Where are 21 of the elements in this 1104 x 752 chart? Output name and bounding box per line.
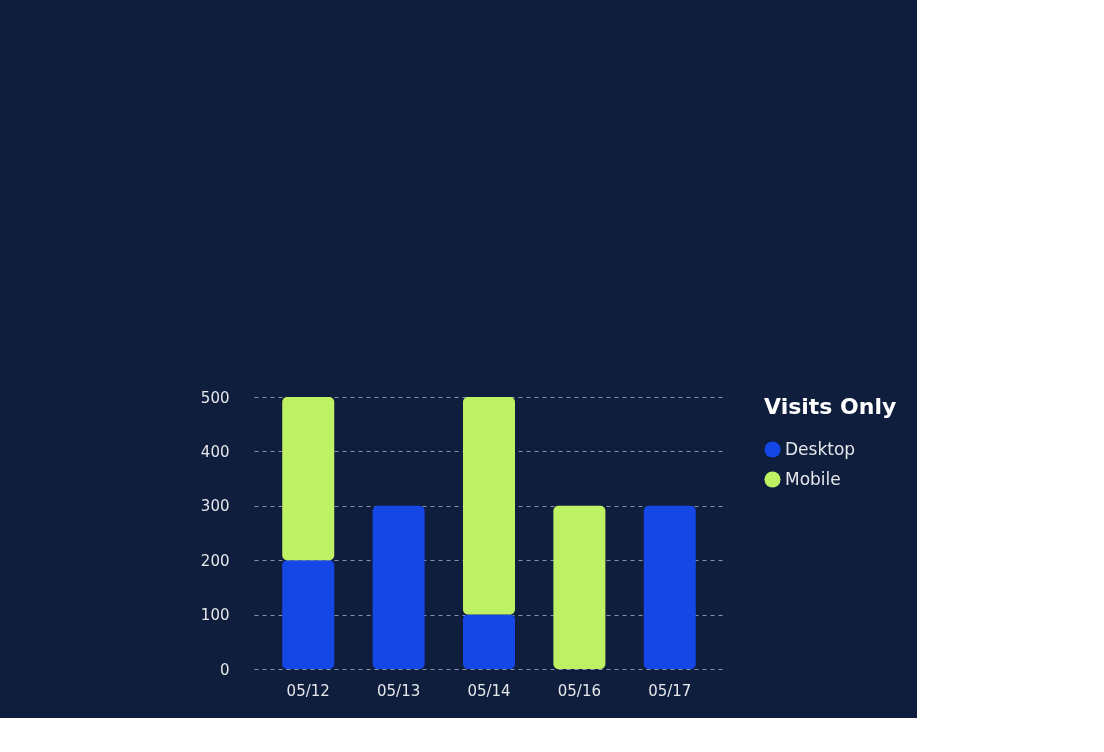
x-tick-label: 05/13: [377, 681, 421, 700]
bar: [643, 505, 696, 669]
y-tick-label: 200: [200, 551, 230, 570]
bar: [553, 505, 606, 669]
x-tick-label: 05/17: [648, 681, 692, 700]
bar: [372, 505, 425, 669]
x-tick-label: 05/14: [467, 681, 511, 700]
bar: [463, 397, 515, 615]
legend-title: Visits Only: [764, 394, 897, 419]
legend-label: Mobile: [785, 468, 841, 489]
y-tick-label: 400: [200, 442, 230, 461]
bar: [463, 614, 515, 669]
y-tick-label: 0: [219, 660, 230, 679]
legend-label: Desktop: [785, 438, 856, 459]
y-tick-label: 100: [200, 606, 230, 625]
x-tick-label: 05/16: [557, 681, 601, 700]
x-tick-label: 05/12: [286, 681, 330, 700]
y-tick-label: 300: [200, 497, 230, 516]
bar: [282, 397, 335, 561]
bar: [282, 560, 335, 669]
y-tick-label: 500: [200, 388, 230, 407]
